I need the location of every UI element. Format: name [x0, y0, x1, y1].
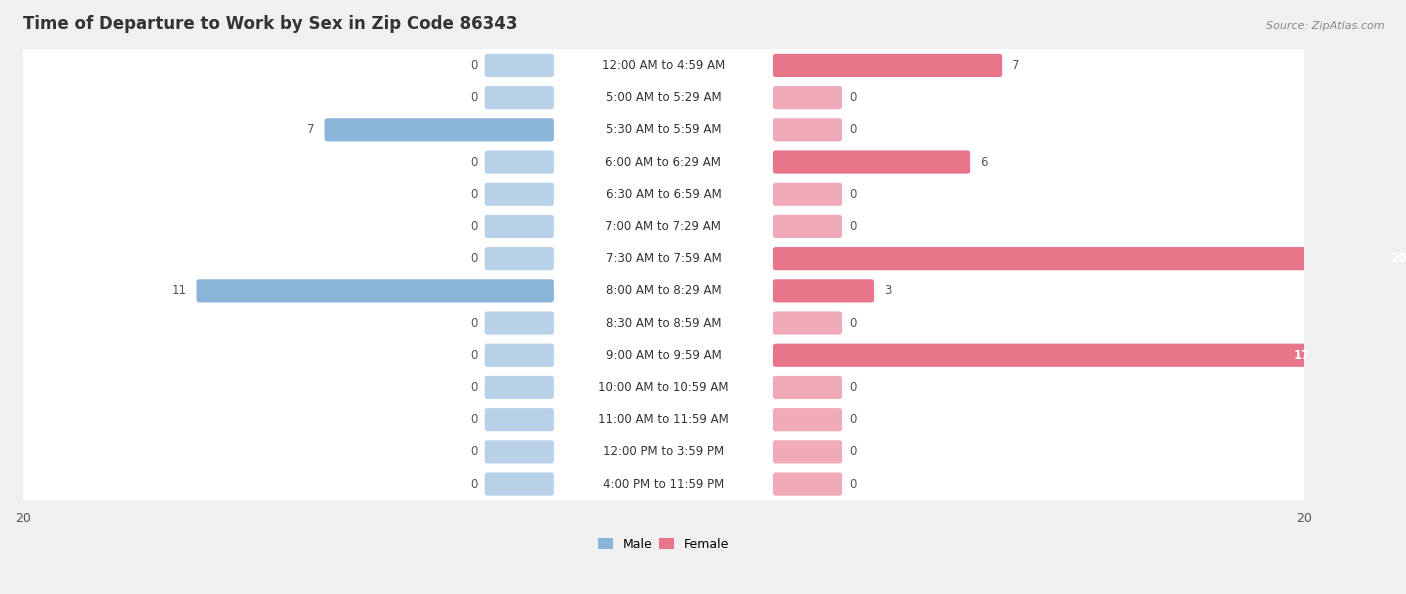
FancyBboxPatch shape — [485, 440, 554, 463]
FancyBboxPatch shape — [485, 408, 554, 431]
FancyBboxPatch shape — [773, 215, 842, 238]
FancyBboxPatch shape — [773, 118, 842, 141]
FancyBboxPatch shape — [485, 472, 554, 495]
Text: 7:00 AM to 7:29 AM: 7:00 AM to 7:29 AM — [606, 220, 721, 233]
FancyBboxPatch shape — [11, 146, 1315, 178]
FancyBboxPatch shape — [773, 247, 1406, 270]
Text: 0: 0 — [849, 317, 856, 330]
FancyBboxPatch shape — [773, 182, 842, 206]
Text: 17: 17 — [1294, 349, 1310, 362]
Text: 20: 20 — [1391, 252, 1406, 265]
FancyBboxPatch shape — [11, 307, 1315, 340]
FancyBboxPatch shape — [773, 54, 1002, 77]
Text: 8:00 AM to 8:29 AM: 8:00 AM to 8:29 AM — [606, 285, 721, 298]
FancyBboxPatch shape — [11, 210, 1315, 243]
Text: 6: 6 — [980, 156, 988, 169]
Text: 0: 0 — [470, 220, 478, 233]
FancyBboxPatch shape — [485, 150, 554, 173]
Text: 7: 7 — [307, 124, 315, 137]
Text: Time of Departure to Work by Sex in Zip Code 86343: Time of Departure to Work by Sex in Zip … — [22, 15, 517, 33]
FancyBboxPatch shape — [773, 86, 842, 109]
FancyBboxPatch shape — [11, 178, 1315, 211]
FancyBboxPatch shape — [485, 182, 554, 206]
Text: 0: 0 — [849, 188, 856, 201]
FancyBboxPatch shape — [11, 81, 1315, 114]
FancyBboxPatch shape — [485, 376, 554, 399]
FancyBboxPatch shape — [11, 435, 1315, 468]
Text: 0: 0 — [849, 478, 856, 491]
Text: 12:00 PM to 3:59 PM: 12:00 PM to 3:59 PM — [603, 446, 724, 459]
FancyBboxPatch shape — [773, 440, 842, 463]
FancyBboxPatch shape — [325, 118, 554, 141]
FancyBboxPatch shape — [773, 150, 970, 173]
FancyBboxPatch shape — [773, 376, 842, 399]
Text: 7: 7 — [1012, 59, 1019, 72]
FancyBboxPatch shape — [11, 113, 1315, 146]
Text: 0: 0 — [470, 156, 478, 169]
FancyBboxPatch shape — [197, 279, 554, 302]
Text: 0: 0 — [470, 349, 478, 362]
Text: 0: 0 — [470, 59, 478, 72]
Text: 0: 0 — [849, 220, 856, 233]
FancyBboxPatch shape — [11, 242, 1315, 275]
Text: 10:00 AM to 10:59 AM: 10:00 AM to 10:59 AM — [598, 381, 728, 394]
FancyBboxPatch shape — [773, 311, 842, 334]
Text: 8:30 AM to 8:59 AM: 8:30 AM to 8:59 AM — [606, 317, 721, 330]
FancyBboxPatch shape — [773, 279, 875, 302]
FancyBboxPatch shape — [11, 339, 1315, 372]
Text: 0: 0 — [470, 188, 478, 201]
Text: 12:00 AM to 4:59 AM: 12:00 AM to 4:59 AM — [602, 59, 725, 72]
FancyBboxPatch shape — [485, 247, 554, 270]
FancyBboxPatch shape — [773, 408, 842, 431]
Text: Source: ZipAtlas.com: Source: ZipAtlas.com — [1267, 21, 1385, 31]
Text: 5:00 AM to 5:29 AM: 5:00 AM to 5:29 AM — [606, 91, 721, 104]
Text: 0: 0 — [849, 446, 856, 459]
Text: 11:00 AM to 11:59 AM: 11:00 AM to 11:59 AM — [598, 413, 728, 426]
FancyBboxPatch shape — [773, 472, 842, 495]
Text: 7:30 AM to 7:59 AM: 7:30 AM to 7:59 AM — [606, 252, 721, 265]
FancyBboxPatch shape — [11, 467, 1315, 501]
Legend: Male, Female: Male, Female — [593, 533, 734, 556]
Text: 0: 0 — [849, 91, 856, 104]
FancyBboxPatch shape — [485, 54, 554, 77]
FancyBboxPatch shape — [11, 371, 1315, 404]
Text: 0: 0 — [470, 317, 478, 330]
Text: 0: 0 — [849, 124, 856, 137]
Text: 0: 0 — [849, 413, 856, 426]
FancyBboxPatch shape — [485, 311, 554, 334]
Text: 0: 0 — [849, 381, 856, 394]
Text: 6:30 AM to 6:59 AM: 6:30 AM to 6:59 AM — [606, 188, 721, 201]
Text: 0: 0 — [470, 252, 478, 265]
FancyBboxPatch shape — [11, 49, 1315, 82]
FancyBboxPatch shape — [773, 344, 1323, 367]
Text: 3: 3 — [884, 285, 891, 298]
FancyBboxPatch shape — [485, 344, 554, 367]
FancyBboxPatch shape — [11, 403, 1315, 436]
FancyBboxPatch shape — [485, 86, 554, 109]
Text: 5:30 AM to 5:59 AM: 5:30 AM to 5:59 AM — [606, 124, 721, 137]
Text: 0: 0 — [470, 413, 478, 426]
FancyBboxPatch shape — [485, 215, 554, 238]
Text: 0: 0 — [470, 478, 478, 491]
Text: 11: 11 — [172, 285, 186, 298]
Text: 9:00 AM to 9:59 AM: 9:00 AM to 9:59 AM — [606, 349, 721, 362]
Text: 4:00 PM to 11:59 PM: 4:00 PM to 11:59 PM — [603, 478, 724, 491]
Text: 0: 0 — [470, 446, 478, 459]
Text: 0: 0 — [470, 91, 478, 104]
Text: 6:00 AM to 6:29 AM: 6:00 AM to 6:29 AM — [606, 156, 721, 169]
FancyBboxPatch shape — [11, 274, 1315, 307]
Text: 0: 0 — [470, 381, 478, 394]
